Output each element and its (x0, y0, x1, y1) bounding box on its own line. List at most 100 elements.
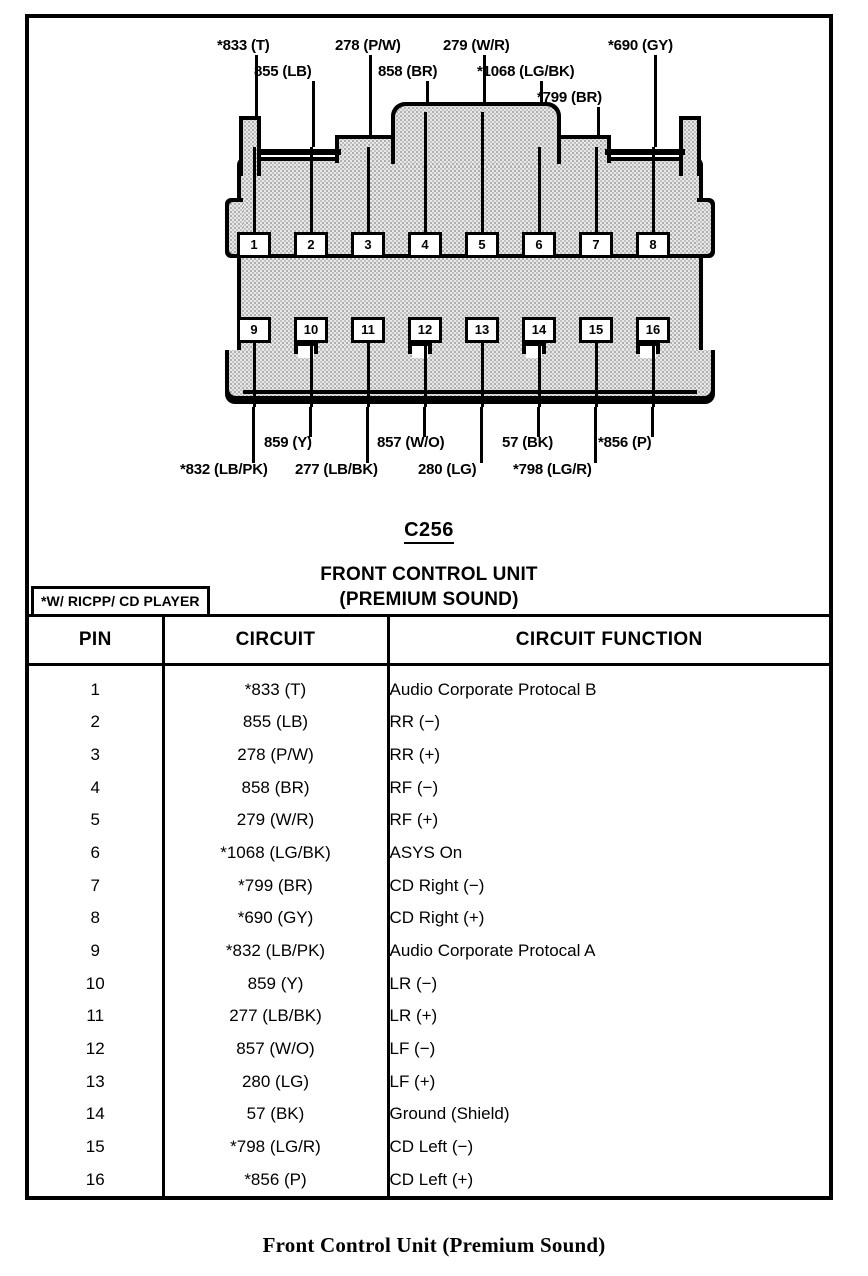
th-pin: PIN (29, 617, 165, 666)
cell-pin: 16 (29, 1163, 165, 1196)
top-label-7: *799 (BR) (537, 89, 602, 106)
cell-function: RR (+) (389, 745, 441, 765)
cell-circuit: *856 (P) (163, 1163, 390, 1196)
pin-box-3: 3 (351, 232, 385, 258)
pin-box-8: 8 (636, 232, 670, 258)
leader-line-10 (309, 407, 312, 437)
bottom-skirt-rule (243, 390, 697, 394)
cell-circuit: 857 (W/O) (163, 1032, 390, 1066)
leader-line-7 (597, 107, 600, 147)
cell-function: CD Left (−) (389, 1136, 474, 1156)
leader-line-9 (252, 407, 255, 463)
bottom-label-12: 857 (W/O) (377, 434, 445, 451)
bottom-label-13: 280 (LG) (418, 461, 477, 478)
figure-caption: Front Control Unit (Premium Sound) (262, 1233, 606, 1257)
table-row: 6 *1068 (LG/BK) ASYS On (29, 836, 829, 870)
cell-function: Audio Corporate Protocal B (389, 679, 597, 699)
leader-line-16 (651, 407, 654, 437)
table-row: 15 *798 (LG/R) CD Left (−) (29, 1130, 829, 1164)
leader-line-5 (483, 55, 486, 147)
leader-line-3 (369, 55, 372, 147)
cell-circuit: 280 (LG) (163, 1065, 390, 1098)
top-label-1: *833 (T) (217, 37, 270, 54)
cell-circuit: 855 (LB) (163, 706, 390, 739)
leader-line-15 (594, 407, 597, 463)
cell-circuit: 279 (W/R) (163, 804, 390, 837)
top-label-4: 858 (BR) (378, 63, 438, 80)
th-function: CIRCUIT FUNCTION (388, 617, 829, 666)
th-circuit: CIRCUIT (163, 617, 390, 666)
table-row: 5 279 (W/R) RF (+) (29, 804, 829, 837)
table-row: 1 *833 (T) Audio Corporate Protocal B (29, 664, 829, 707)
pin-box-2: 2 (294, 232, 328, 258)
cell-function: RF (+) (389, 810, 439, 830)
table-row: 16 *856 (P) CD Left (+) (29, 1163, 829, 1196)
table-row: 7 *799 (BR) CD Right (−) (29, 869, 829, 903)
bottom-label-15: *798 (LG/R) (513, 461, 592, 478)
cell-pin: 11 (29, 1000, 165, 1033)
pin-box-4: 4 (408, 232, 442, 258)
cell-circuit: *799 (BR) (163, 869, 390, 903)
right-rib (605, 149, 685, 155)
cell-circuit: *832 (LB/PK) (163, 934, 390, 968)
table-row: 3 278 (P/W) RR (+) (29, 738, 829, 772)
leader-line-13 (480, 407, 483, 463)
top-label-5: 279 (W/R) (443, 37, 510, 54)
unit-title-line2: (PREMIUM SOUND) (339, 589, 519, 610)
pin-stem-8 (652, 147, 655, 232)
center-hump-fill (395, 106, 557, 166)
unit-title-line1: FRONT CONTROL UNIT (320, 564, 538, 585)
pin-box-1: 1 (237, 232, 271, 258)
cell-pin: 3 (29, 738, 165, 772)
table-row: 2 855 (LB) RR (−) (29, 706, 829, 739)
cell-function: CD Right (+) (389, 908, 485, 928)
pin-box-11: 11 (351, 317, 385, 343)
cell-circuit: 277 (LB/BK) (163, 1000, 390, 1033)
cell-pin: 1 (29, 664, 165, 707)
table-body: 1 *833 (T) Audio Corporate Protocal B 2 855 … (29, 664, 829, 1196)
cell-pin: 10 (29, 967, 165, 1001)
bottom-label-9: *832 (LB/PK) (180, 461, 268, 478)
pin-stem-14 (538, 343, 541, 407)
table-row: 8 *690 (GY) CD Right (+) (29, 902, 829, 935)
leader-line-14 (537, 407, 540, 437)
pin-box-15: 15 (579, 317, 613, 343)
right-side-ear-fill (697, 202, 711, 254)
connector-body: 1 2 3 4 5 6 7 8 9 10 11 12 13 14 15 16 (225, 102, 715, 407)
connector-diagram: *833 (T) 278 (P/W) 279 (W/R) *690 (GY) 8… (25, 14, 833, 617)
pin-box-13: 13 (465, 317, 499, 343)
pin-box-16: 16 (636, 317, 670, 343)
table-header-row: PIN CIRCUIT CIRCUIT FUNCTION (29, 617, 829, 666)
pin-stem-15 (595, 343, 598, 407)
cell-circuit: *798 (LG/R) (163, 1130, 390, 1164)
cell-pin: 12 (29, 1032, 165, 1066)
cell-pin: 14 (29, 1097, 165, 1131)
cell-pin: 7 (29, 869, 165, 903)
table-row: 4 858 (BR) RF (−) (29, 771, 829, 805)
unit-title: FRONT CONTROL UNIT (PREMIUM SOUND) (25, 562, 833, 612)
cell-circuit: 858 (BR) (163, 771, 390, 805)
cell-pin: 9 (29, 934, 165, 968)
pin-stem-1 (253, 147, 256, 232)
leader-line-1 (255, 55, 258, 147)
pin-stem-2 (310, 147, 313, 232)
table-row: 11 277 (LB/BK) LR (+) (29, 1000, 829, 1033)
leader-line-11 (366, 407, 369, 463)
pin-stem-13 (481, 343, 484, 407)
cell-circuit: 278 (P/W) (163, 738, 390, 772)
leader-line-8 (654, 55, 657, 147)
right-latch-post-fill (683, 120, 697, 176)
cell-pin: 13 (29, 1065, 165, 1098)
connector-id-text: C256 (404, 519, 454, 544)
table-row: 9 *832 (LB/PK) Audio Corporate Protocal A (29, 934, 829, 968)
cell-pin: 2 (29, 706, 165, 739)
cell-circuit: *690 (GY) (163, 902, 390, 935)
cell-function: Audio Corporate Protocal A (389, 941, 596, 961)
pin-stem-10 (310, 343, 313, 407)
pin-stem-9 (253, 343, 256, 407)
pin-stem-5 (481, 112, 484, 232)
pin-stem-6 (538, 147, 541, 232)
table-row: 13 280 (LG) LF (+) (29, 1065, 829, 1098)
top-label-3: 278 (P/W) (335, 37, 401, 54)
